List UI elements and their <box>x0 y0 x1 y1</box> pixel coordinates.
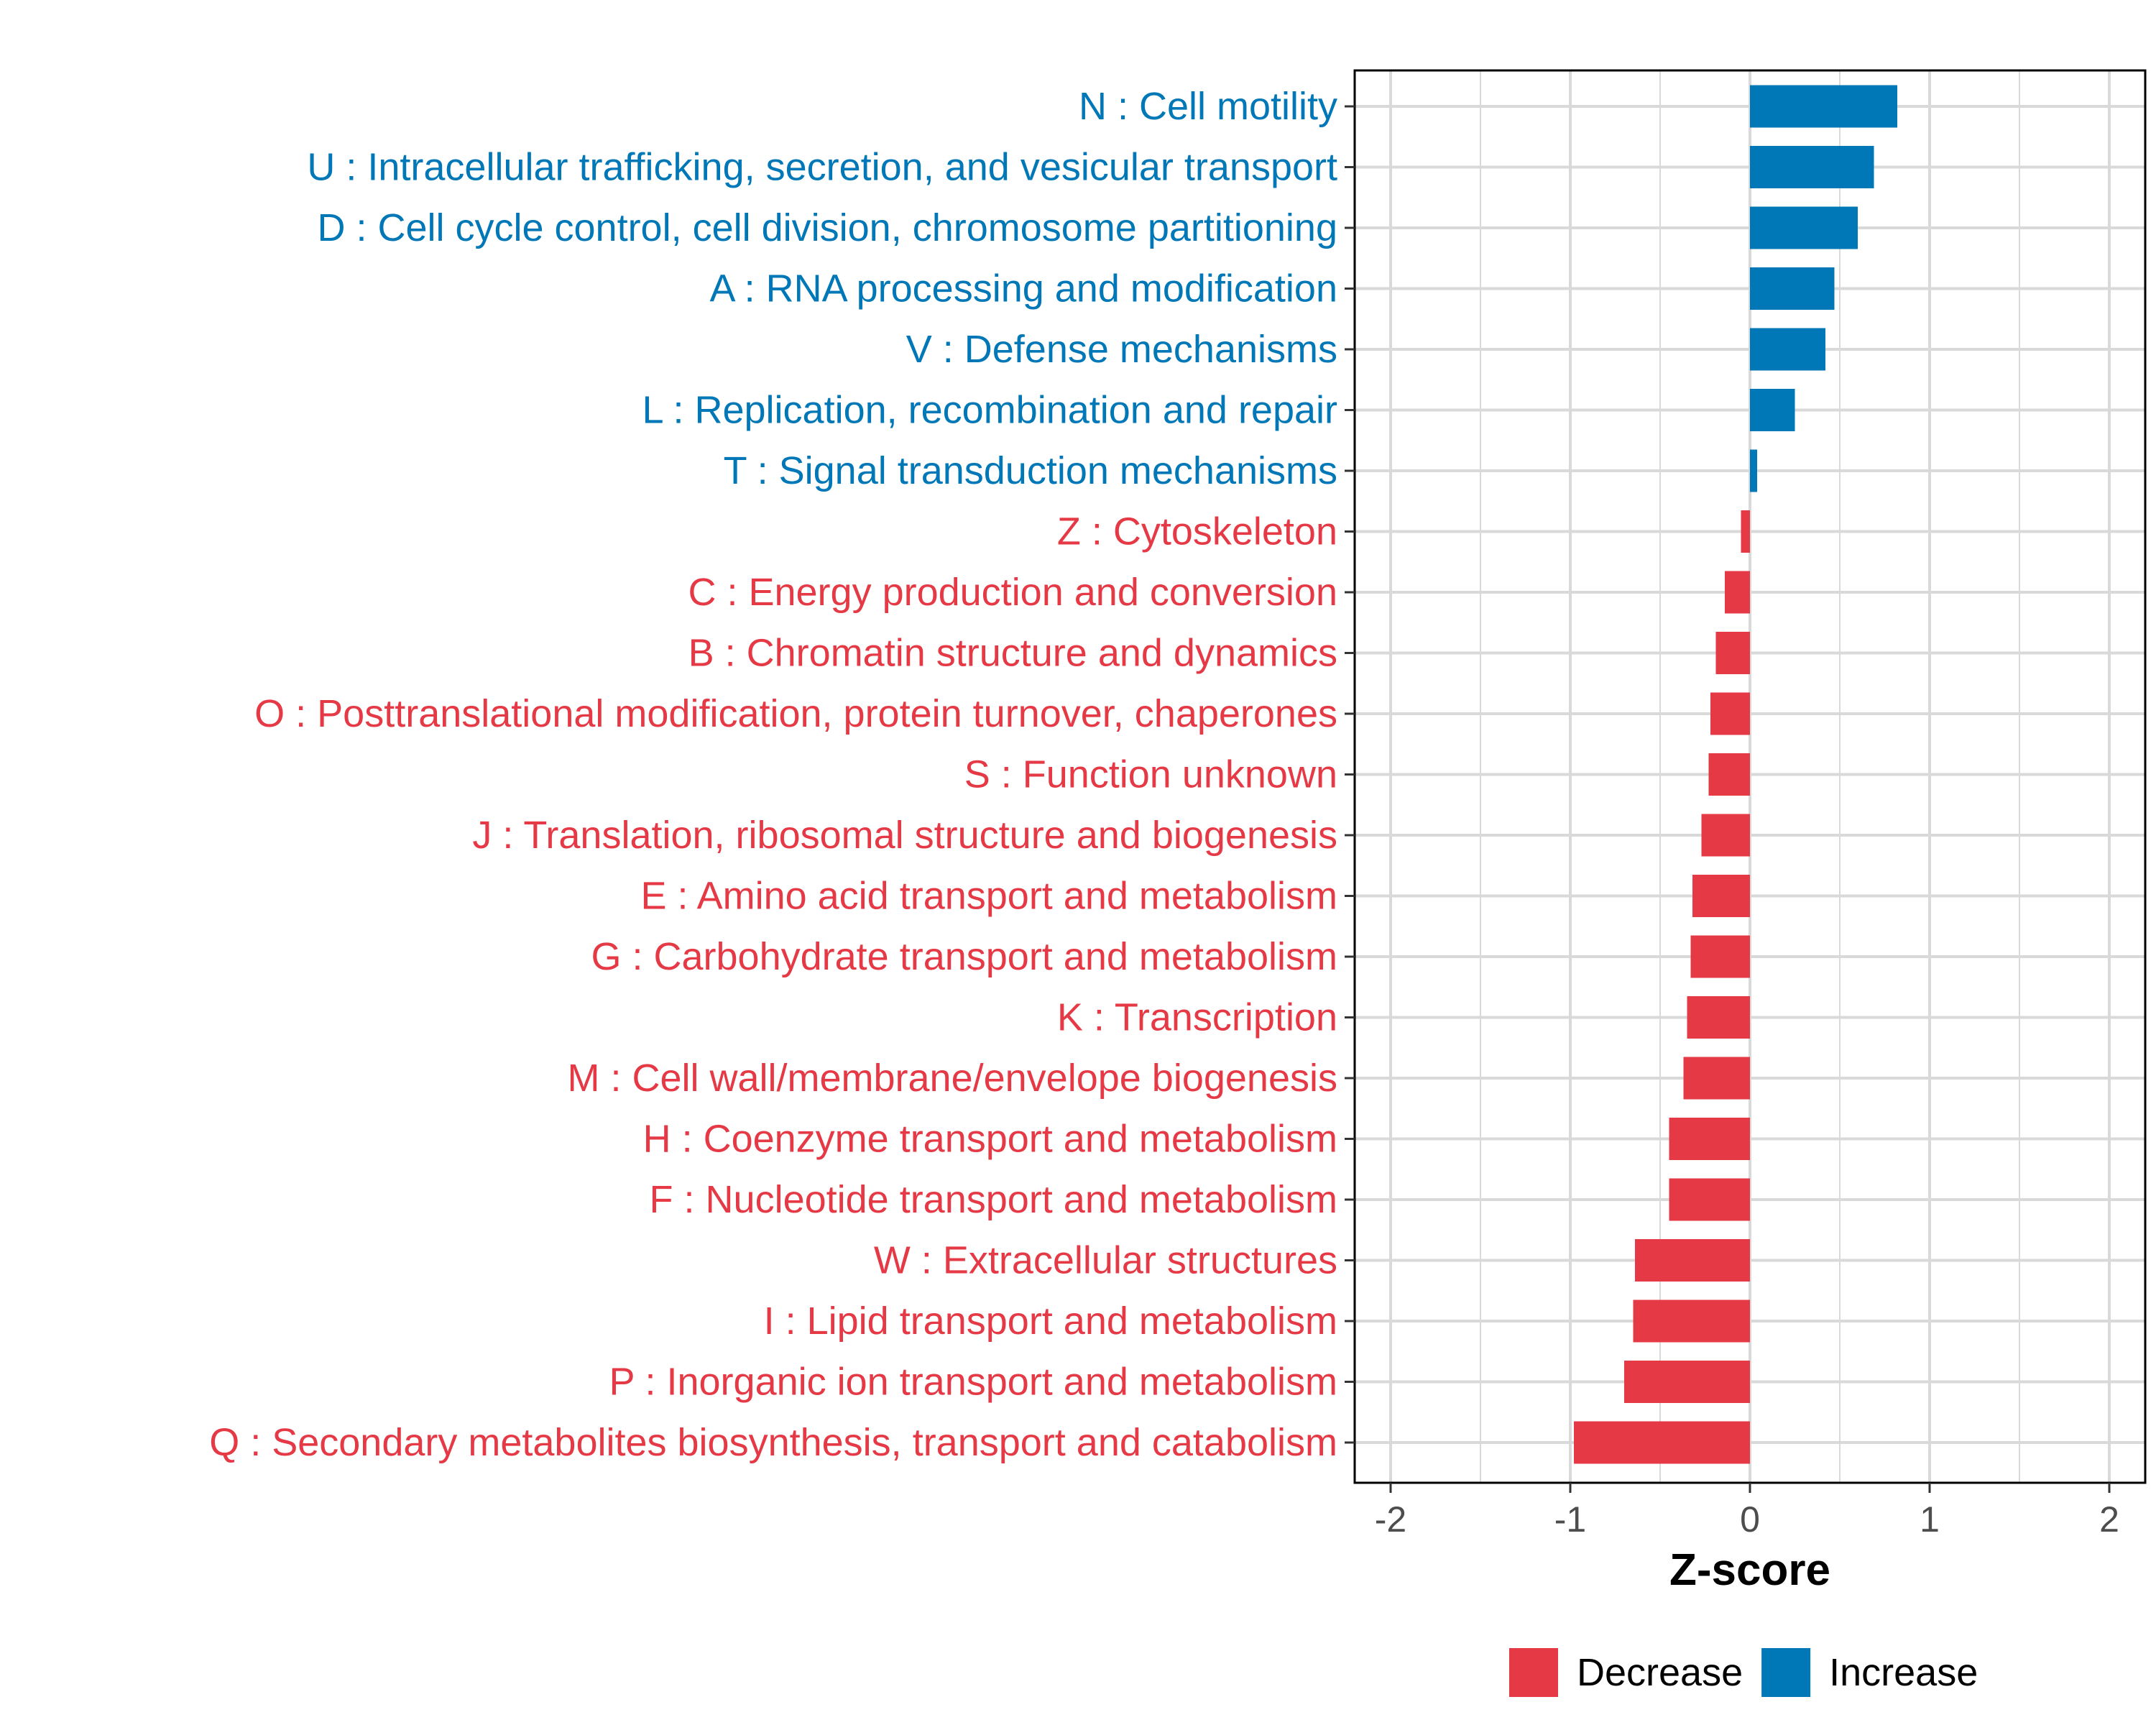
x-tick-label: 2 <box>2099 1499 2119 1540</box>
legend-label-increase: Increase <box>1829 1651 1978 1694</box>
bar <box>1750 267 1835 310</box>
y-tick-label: A : RNA processing and modification <box>710 267 1337 310</box>
legend-key-decrease <box>1509 1648 1558 1697</box>
bar <box>1715 632 1750 674</box>
legend-key-increase <box>1761 1648 1811 1697</box>
bar <box>1750 449 1757 492</box>
bar <box>1750 328 1825 371</box>
y-tick-label: G : Carbohydrate transport and metabolis… <box>591 935 1338 978</box>
bar <box>1635 1239 1750 1282</box>
x-axis: -2 -1 0 1 2 <box>1375 1483 2119 1540</box>
y-tick-label: H : Coenzyme transport and metabolism <box>643 1118 1337 1161</box>
bar <box>1750 206 1858 249</box>
y-axis-ticks <box>1345 105 1355 1444</box>
bar <box>1687 996 1750 1039</box>
y-tick-label: U : Intracellular trafficking, secretion… <box>307 146 1337 189</box>
y-tick-label: D : Cell cycle control, cell division, c… <box>317 206 1337 249</box>
bar <box>1633 1300 1750 1343</box>
x-axis-title: Z-score <box>1669 1545 1830 1595</box>
bar <box>1708 753 1750 796</box>
y-tick-label: B : Chromatin structure and dynamics <box>688 632 1337 675</box>
y-tick-label: E : Amino acid transport and metabolism <box>641 875 1337 918</box>
y-tick-label: J : Translation, ribosomal structure and… <box>472 814 1337 857</box>
y-tick-label: P : Inorganic ion transport and metaboli… <box>609 1361 1337 1404</box>
bar <box>1683 1057 1750 1100</box>
bar <box>1669 1118 1750 1160</box>
bar <box>1750 85 1897 128</box>
y-axis-labels: N : Cell motility U : Intracellular traff… <box>209 85 1337 1464</box>
y-tick-label: M : Cell wall/membrane/envelope biogenes… <box>567 1057 1337 1100</box>
bar <box>1710 692 1750 735</box>
bar <box>1669 1178 1750 1221</box>
y-tick-label: O : Posttranslational modification, prot… <box>254 692 1337 735</box>
y-tick-label: T : Signal transduction mechanisms <box>724 449 1337 492</box>
x-tick-label: 0 <box>1740 1499 1760 1540</box>
y-tick-label: W : Extracellular structures <box>874 1239 1337 1282</box>
y-tick-label: Z : Cytoskeleton <box>1057 510 1337 553</box>
bar <box>1690 935 1750 978</box>
y-tick-label: S : Function unknown <box>964 753 1337 796</box>
y-tick-label: Q : Secondary metabolites biosynthesis, … <box>209 1421 1337 1464</box>
bar <box>1750 389 1795 431</box>
x-tick-label: -1 <box>1554 1499 1586 1540</box>
y-tick-label: C : Energy production and conversion <box>688 571 1337 614</box>
bar <box>1574 1421 1750 1464</box>
y-tick-label: L : Replication, recombination and repai… <box>642 389 1337 432</box>
y-tick-label: N : Cell motility <box>1079 85 1337 128</box>
legend-label-decrease: Decrease <box>1577 1651 1743 1694</box>
bar <box>1624 1361 1750 1403</box>
y-tick-label: K : Transcription <box>1057 996 1337 1039</box>
bar <box>1750 146 1874 188</box>
bar <box>1741 510 1750 553</box>
x-tick-label: 1 <box>1920 1499 1940 1540</box>
y-tick-label: F : Nucleotide transport and metabolism <box>650 1178 1337 1221</box>
bars <box>1574 85 1897 1464</box>
y-tick-label: V : Defense mechanisms <box>906 328 1337 371</box>
y-tick-label: I : Lipid transport and metabolism <box>764 1300 1337 1343</box>
bar <box>1725 571 1750 614</box>
bar <box>1692 875 1750 917</box>
bar <box>1701 814 1750 857</box>
x-tick-label: -2 <box>1375 1499 1406 1540</box>
legend: Decrease Increase <box>1509 1648 1978 1697</box>
